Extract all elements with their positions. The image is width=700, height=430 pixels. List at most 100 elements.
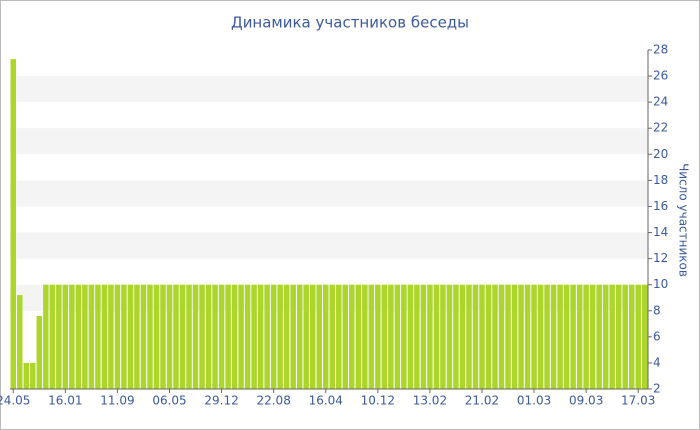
bar xyxy=(69,284,75,389)
bar xyxy=(628,284,635,389)
bar xyxy=(544,284,550,389)
x-tick-label: 13.02 xyxy=(413,394,447,408)
bar xyxy=(381,284,388,389)
y-tick-label: 2 xyxy=(653,382,661,396)
bar xyxy=(121,284,127,389)
x-tick-label: 17.03 xyxy=(621,394,655,408)
bar xyxy=(270,284,277,389)
chart-title: Динамика участников беседы xyxy=(231,14,469,32)
bar xyxy=(602,284,609,389)
bar xyxy=(642,284,648,389)
bar xyxy=(557,284,563,389)
bar xyxy=(101,284,108,389)
y-tick-label: 14 xyxy=(653,225,668,239)
bar xyxy=(349,284,355,389)
bar xyxy=(75,284,82,389)
y-tick-label: 6 xyxy=(653,329,661,343)
bar xyxy=(355,284,362,389)
bar xyxy=(114,284,121,389)
x-tick-label: 10.12 xyxy=(361,394,395,408)
bar xyxy=(596,284,602,389)
bar xyxy=(583,284,589,389)
x-tick-label: 09.03 xyxy=(569,394,603,408)
bar xyxy=(283,284,290,389)
bar xyxy=(290,284,296,389)
bar xyxy=(401,284,407,389)
bar xyxy=(511,284,518,389)
bar xyxy=(108,284,114,389)
bar xyxy=(492,284,498,389)
y-tick-label: 18 xyxy=(653,173,668,187)
bar xyxy=(505,284,511,389)
bar xyxy=(635,284,641,389)
bar xyxy=(10,59,16,389)
bar xyxy=(459,284,466,389)
bar xyxy=(62,284,69,389)
grid-band xyxy=(10,232,648,259)
bar xyxy=(309,284,316,389)
bar xyxy=(336,284,342,389)
bar xyxy=(394,284,401,389)
grid-band xyxy=(10,76,648,103)
bar xyxy=(485,284,492,389)
x-tick-label: 24.05 xyxy=(0,394,30,408)
bar xyxy=(498,284,505,389)
bar xyxy=(166,284,173,389)
bar xyxy=(205,284,212,389)
bar xyxy=(160,284,166,389)
bar xyxy=(95,284,101,389)
bar xyxy=(82,284,88,389)
bar xyxy=(251,284,257,389)
bar xyxy=(609,284,615,389)
y-tick-label: 24 xyxy=(653,95,668,109)
bar xyxy=(231,284,238,389)
bar xyxy=(36,315,43,389)
bar xyxy=(518,284,524,389)
bar xyxy=(375,284,381,389)
bar xyxy=(30,362,36,389)
bar xyxy=(257,284,264,389)
bar xyxy=(225,284,231,389)
bar xyxy=(453,284,459,389)
bar xyxy=(212,284,218,389)
bar xyxy=(466,284,472,389)
bar xyxy=(49,284,56,389)
bar xyxy=(524,284,531,389)
x-tick-label: 06.05 xyxy=(152,394,186,408)
bar xyxy=(147,284,153,389)
bar xyxy=(570,284,576,389)
bar xyxy=(433,284,440,389)
x-tick-label: 21.02 xyxy=(465,394,499,408)
bar xyxy=(407,284,414,389)
bar xyxy=(134,284,140,389)
bar xyxy=(589,284,596,389)
bar xyxy=(127,284,134,389)
bar xyxy=(368,284,375,389)
bar xyxy=(88,284,95,389)
y-tick-label: 10 xyxy=(653,277,668,291)
bar xyxy=(218,284,225,389)
bar xyxy=(472,284,479,389)
bar xyxy=(323,284,329,389)
bar xyxy=(342,284,349,389)
bar xyxy=(238,284,244,389)
bar xyxy=(563,284,570,389)
bar xyxy=(550,284,557,389)
bar xyxy=(153,284,160,389)
bar xyxy=(244,284,251,389)
y-axis-label: Число участников xyxy=(677,163,691,277)
bar xyxy=(140,284,147,389)
y-tick-label: 22 xyxy=(653,121,668,135)
y-tick-label: 12 xyxy=(653,251,668,265)
bar xyxy=(479,284,485,389)
bar xyxy=(264,284,270,389)
bar xyxy=(179,284,186,389)
grid-band xyxy=(10,180,648,207)
y-tick-label: 4 xyxy=(653,355,661,369)
bar xyxy=(622,284,628,389)
bar xyxy=(23,362,30,389)
bar xyxy=(388,284,394,389)
bar xyxy=(43,284,49,389)
y-tick-label: 8 xyxy=(653,303,661,317)
